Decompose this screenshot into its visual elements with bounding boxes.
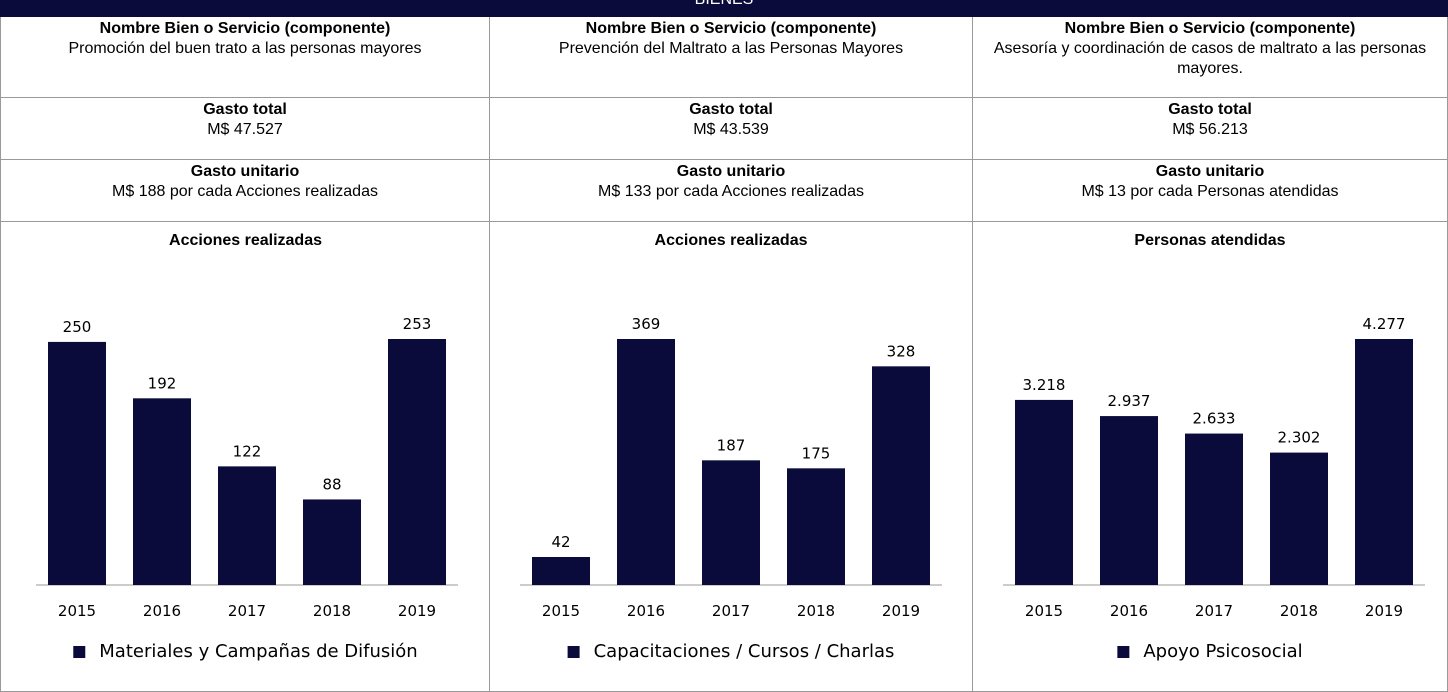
table-cell: Gasto unitario M$ 188 por cada Acciones r… xyxy=(0,160,490,222)
x-tick-label: 2015 xyxy=(542,602,580,620)
cell-value: M$ 13 por cada Personas atendidas xyxy=(1081,183,1339,200)
chart-title: Personas atendidas xyxy=(1134,232,1285,249)
data-label: 122 xyxy=(233,442,262,460)
table-cell: Nombre Bien o Servicio (componente) Promo… xyxy=(0,17,490,98)
bar xyxy=(133,398,191,585)
chart-cell: Acciones realizadas 42 2015 369 2016 187 2017 1… xyxy=(490,222,973,692)
table-cell: Gasto unitario M$ 13 por cada Personas at… xyxy=(973,160,1448,222)
legend-label: Capacitaciones / Cursos / Charlas xyxy=(594,641,895,662)
table-cell: Nombre Bien o Servicio (componente) Aseso… xyxy=(973,17,1448,98)
data-label: 4.277 xyxy=(1363,315,1406,333)
bar xyxy=(1185,433,1243,585)
data-label: 42 xyxy=(551,533,570,551)
x-tick-label: 2017 xyxy=(1195,602,1233,620)
bar xyxy=(303,499,361,585)
cell-value: Asesoría y coordinación de casos de malt… xyxy=(993,40,1427,77)
cell-value: Prevención del Maltrato a las Personas M… xyxy=(558,40,904,57)
bar xyxy=(532,557,590,585)
table-cell: Gasto total M$ 56.213 xyxy=(973,98,1448,160)
cell-value: Promoción del buen trato a las personas … xyxy=(68,40,422,57)
bar xyxy=(218,466,276,585)
x-tick-label: 2015 xyxy=(1025,602,1063,620)
x-tick-label: 2019 xyxy=(398,602,436,620)
x-tick-label: 2015 xyxy=(58,602,96,620)
bar xyxy=(1015,399,1073,585)
x-tick-label: 2016 xyxy=(627,602,665,620)
cell-value: M$ 43.539 xyxy=(693,121,769,138)
cell-value: M$ 47.527 xyxy=(207,121,283,138)
chart-title: Acciones realizadas xyxy=(655,232,808,249)
legend-swatch xyxy=(73,646,86,658)
bar xyxy=(1100,416,1158,585)
cell-heading: Gasto total xyxy=(1168,101,1252,118)
legend-swatch xyxy=(1117,646,1130,658)
cell-heading: Nombre Bien o Servicio (componente) xyxy=(585,20,877,37)
data-label: 2.937 xyxy=(1108,392,1151,410)
x-tick-label: 2018 xyxy=(797,602,835,620)
cell-heading: Gasto unitario xyxy=(190,163,300,180)
cell-value: M$ 56.213 xyxy=(1172,121,1248,138)
data-label: 328 xyxy=(887,342,916,360)
x-tick-label: 2017 xyxy=(228,602,266,620)
x-tick-label: 2019 xyxy=(882,602,920,620)
legend: Capacitaciones / Cursos / Charlas xyxy=(567,641,895,662)
cell-heading: Gasto unitario xyxy=(676,163,786,180)
data-label: 187 xyxy=(717,436,746,454)
legend: Apoyo Psicosocial xyxy=(1117,641,1303,662)
data-label: 3.218 xyxy=(1023,376,1066,394)
bar xyxy=(1355,339,1413,585)
chart-cell: Acciones realizadas 250 2015 192 2016 122 2017… xyxy=(0,222,490,692)
bar xyxy=(787,468,845,585)
cell-heading: Nombre Bien o Servicio (componente) xyxy=(1064,20,1356,37)
table-cell: Gasto total M$ 47.527 xyxy=(0,98,490,160)
cell-value: M$ 133 por cada Acciones realizadas xyxy=(598,183,864,200)
table-cell: Gasto total M$ 43.539 xyxy=(490,98,973,160)
cell-heading: Gasto total xyxy=(203,101,287,118)
cell-heading: Gasto total xyxy=(689,101,773,118)
header-bar: BIENES xyxy=(0,0,1448,17)
data-label: 2.633 xyxy=(1193,410,1236,428)
header-title: BIENES xyxy=(695,0,754,8)
x-tick-label: 2018 xyxy=(1280,602,1318,620)
data-label: 253 xyxy=(403,315,432,333)
data-label: 192 xyxy=(148,374,177,392)
data-label: 2.302 xyxy=(1278,429,1321,447)
bar xyxy=(617,339,675,585)
table-cell: Gasto unitario M$ 133 por cada Acciones r… xyxy=(490,160,973,222)
bar xyxy=(1270,452,1328,585)
chart-title: Acciones realizadas xyxy=(169,232,322,249)
x-tick-label: 2018 xyxy=(313,602,351,620)
cell-heading: Gasto unitario xyxy=(1155,163,1265,180)
x-tick-label: 2019 xyxy=(1365,602,1403,620)
x-tick-label: 2017 xyxy=(712,602,750,620)
cell-value: M$ 188 por cada Acciones realizadas xyxy=(112,183,378,200)
bar xyxy=(388,339,446,585)
x-tick-label: 2016 xyxy=(1110,602,1148,620)
legend: Materiales y Campañas de Difusión xyxy=(73,641,418,662)
chart-cell: Personas atendidas 3.218 2015 2.937 2016 2.63… xyxy=(973,222,1448,692)
cell-heading: Nombre Bien o Servicio (componente) xyxy=(99,20,391,37)
x-tick-label: 2016 xyxy=(143,602,181,620)
legend-swatch xyxy=(567,646,580,658)
table-cell: Nombre Bien o Servicio (componente) Preve… xyxy=(490,17,973,98)
data-label: 175 xyxy=(802,444,831,462)
chart: Personas atendidas 3.218 2015 2.937 2016 2.63… xyxy=(1003,232,1425,662)
chart: Acciones realizadas 42 2015 369 2016 187 2017 1… xyxy=(520,232,942,662)
legend-label: Materiales y Campañas de Difusión xyxy=(99,641,417,662)
chart: Acciones realizadas 250 2015 192 2016 122 2017… xyxy=(36,232,458,662)
data-label: 369 xyxy=(632,315,661,333)
bar xyxy=(48,341,106,585)
bar xyxy=(702,460,760,585)
legend-label: Apoyo Psicosocial xyxy=(1143,641,1302,662)
bar xyxy=(872,366,930,585)
data-label: 88 xyxy=(322,475,341,493)
data-label: 250 xyxy=(63,318,92,336)
